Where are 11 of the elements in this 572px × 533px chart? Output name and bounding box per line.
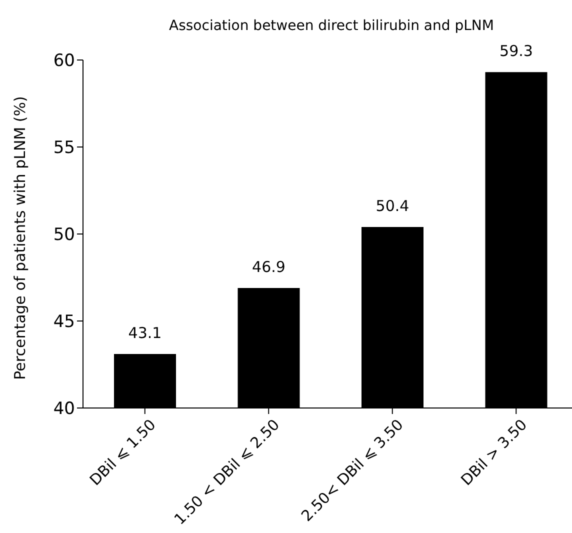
y-axis-title: Percentage of patients with pLNM (%) (11, 96, 29, 380)
y-tick-label: 40 (53, 399, 75, 420)
y-tick-label: 50 (53, 225, 75, 246)
y-tick-label: 60 (53, 51, 75, 72)
data-label: 59.3 (500, 42, 533, 60)
y-tick-label: 45 (53, 312, 75, 332)
data-label: 50.4 (376, 197, 410, 216)
chart-title: Association between direct bilirubin and pLNM (168, 18, 495, 34)
data-label: 46.9 (252, 258, 286, 276)
data-label: 43.1 (128, 324, 162, 342)
y-tick-label: 55 (53, 138, 75, 158)
